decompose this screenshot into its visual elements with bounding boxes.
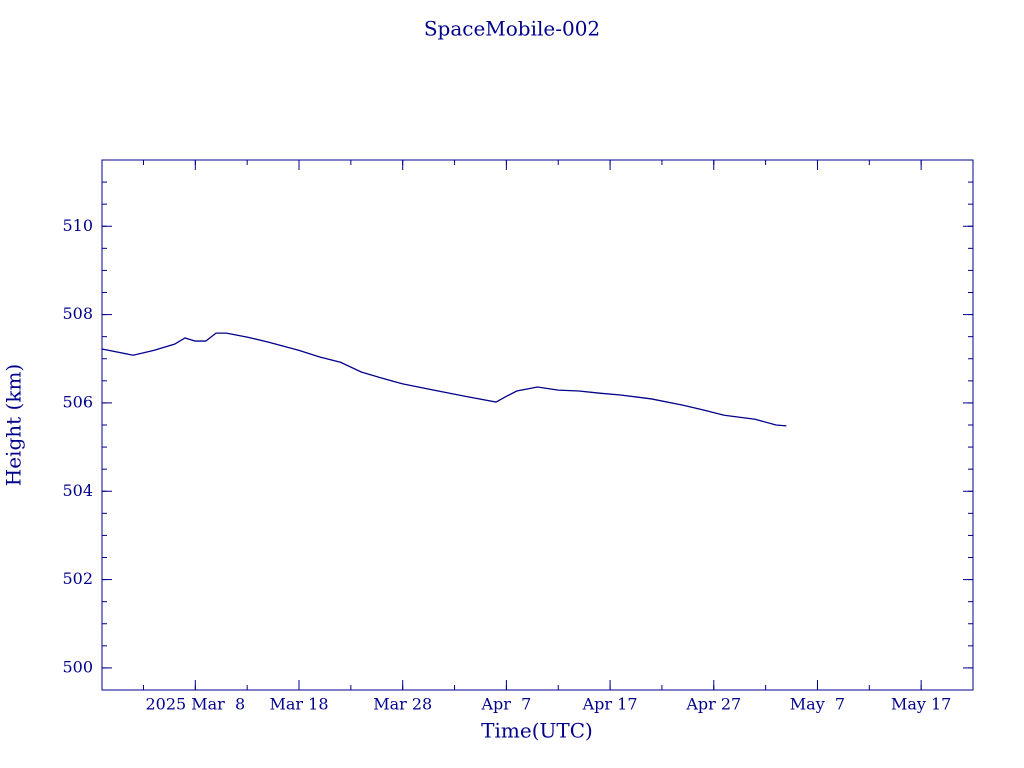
y-tick-label: 504 bbox=[62, 481, 93, 500]
x-tick-label: 2025 Mar 8 bbox=[145, 695, 245, 714]
x-tick-label: May 7 bbox=[790, 695, 845, 714]
y-tick-label: 510 bbox=[62, 216, 93, 235]
x-tick-label: Apr 27 bbox=[685, 695, 741, 714]
plot-frame bbox=[101, 159, 974, 691]
y-axis-label: Height (km) bbox=[2, 364, 26, 486]
y-tick-label: 508 bbox=[62, 304, 93, 323]
x-axis-label: Time(UTC) bbox=[481, 719, 593, 743]
y-tick-label: 500 bbox=[62, 657, 93, 676]
x-tick-label: May 17 bbox=[891, 695, 951, 714]
x-tick-label: Apr 17 bbox=[582, 695, 638, 714]
data-line bbox=[101, 332, 787, 427]
x-tick-label: Apr 7 bbox=[480, 695, 531, 714]
x-tick-label: Mar 28 bbox=[373, 695, 432, 714]
x-tick-label: Mar 18 bbox=[270, 695, 329, 714]
y-tick-label: 506 bbox=[62, 392, 93, 411]
y-tick-label: 502 bbox=[62, 569, 93, 588]
chart-title: SpaceMobile-002 bbox=[424, 17, 600, 41]
